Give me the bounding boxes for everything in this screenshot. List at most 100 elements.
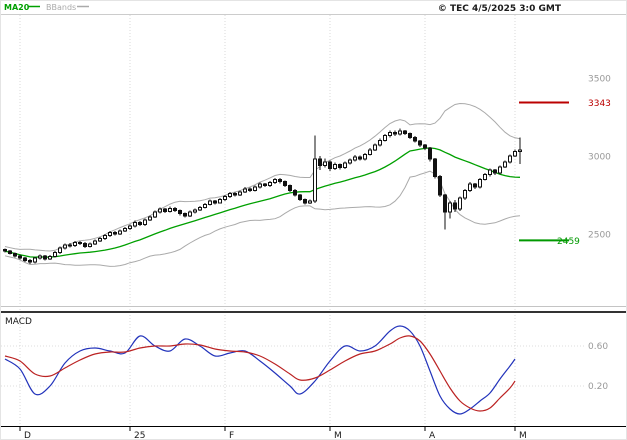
candle — [463, 188, 467, 200]
ma20-line — [4, 147, 521, 258]
candle — [58, 246, 62, 254]
candle — [198, 205, 202, 211]
candle — [303, 198, 307, 205]
candle — [458, 196, 462, 211]
candle — [48, 255, 52, 261]
resistance-level-label: 3343 — [588, 99, 611, 109]
candle — [43, 254, 47, 261]
candle — [498, 165, 502, 175]
macd-series-MACD — [4, 325, 516, 415]
candle — [293, 189, 297, 197]
xaxis-label-mar: M — [334, 431, 342, 440]
candle — [103, 234, 107, 240]
candle — [88, 242, 92, 248]
candle — [118, 229, 122, 235]
support-level-label: 2459 — [557, 237, 580, 247]
candle — [208, 199, 212, 206]
candle — [438, 175, 442, 198]
macd-series-signal — [4, 335, 516, 412]
candle — [153, 210, 157, 219]
candle — [288, 184, 292, 192]
level-lines — [519, 101, 569, 242]
candle — [133, 220, 137, 228]
candle — [263, 182, 267, 188]
candle — [388, 130, 392, 138]
candle — [378, 138, 382, 147]
candle — [213, 199, 217, 205]
macd-tick-020: 0.20 — [588, 382, 608, 392]
candles-layer — [3, 128, 522, 264]
candle — [188, 210, 192, 218]
candle — [468, 182, 472, 192]
candle — [173, 207, 177, 213]
ma20-path — [4, 147, 521, 258]
candle — [283, 180, 287, 188]
copyright-text: © TEC 4/5/2025 3:0 GMT — [438, 4, 562, 14]
candle — [478, 177, 482, 189]
grid-layer — [1, 15, 584, 431]
candle — [493, 168, 497, 176]
candle — [268, 180, 272, 187]
candle — [418, 140, 422, 147]
candle — [403, 129, 407, 136]
candle — [358, 155, 362, 161]
candle — [453, 199, 457, 213]
candle — [483, 173, 487, 181]
candle — [398, 128, 402, 136]
candle — [328, 160, 332, 171]
price-tick-3000: 3000 — [588, 153, 611, 163]
candle — [253, 185, 257, 192]
legend-bbands-label: BBands — [46, 3, 76, 12]
candle — [203, 202, 207, 209]
candle — [308, 199, 312, 205]
candle — [243, 187, 247, 194]
candle — [323, 158, 327, 168]
candle — [258, 182, 262, 189]
candle — [148, 215, 152, 222]
candle — [343, 161, 347, 170]
candle — [248, 187, 252, 192]
candle — [83, 242, 87, 249]
candle — [38, 254, 42, 260]
candle — [168, 206, 172, 213]
bband-upper — [4, 102, 521, 252]
candle — [93, 239, 97, 246]
bollinger-bands — [4, 102, 521, 267]
candle — [218, 198, 222, 204]
candle — [63, 243, 67, 250]
candle — [113, 231, 117, 236]
candle — [78, 240, 82, 245]
candle — [298, 193, 302, 202]
candle — [138, 221, 142, 227]
candle — [433, 157, 437, 179]
xaxis-label-dec: D — [24, 431, 31, 440]
candle — [338, 163, 342, 170]
candle — [503, 160, 507, 169]
candle — [393, 130, 397, 137]
candle — [123, 226, 127, 233]
candle — [513, 149, 517, 158]
candle — [233, 192, 237, 197]
candle — [278, 178, 282, 184]
candle — [518, 137, 522, 164]
candle — [408, 132, 412, 139]
candle — [28, 258, 32, 264]
xaxis-label-may: M — [519, 431, 527, 440]
candle — [73, 241, 77, 247]
candle — [508, 154, 512, 164]
candle — [3, 248, 7, 253]
candle — [383, 133, 387, 142]
candle — [363, 152, 367, 161]
candle — [128, 224, 132, 230]
xaxis-label-jan25: 25 — [134, 431, 145, 440]
candle — [318, 156, 322, 171]
candle — [223, 195, 227, 201]
candle — [443, 193, 447, 230]
candle — [368, 148, 372, 156]
candle — [333, 162, 337, 171]
candle — [193, 208, 197, 214]
bband-lower — [4, 170, 521, 267]
candle — [53, 251, 57, 258]
